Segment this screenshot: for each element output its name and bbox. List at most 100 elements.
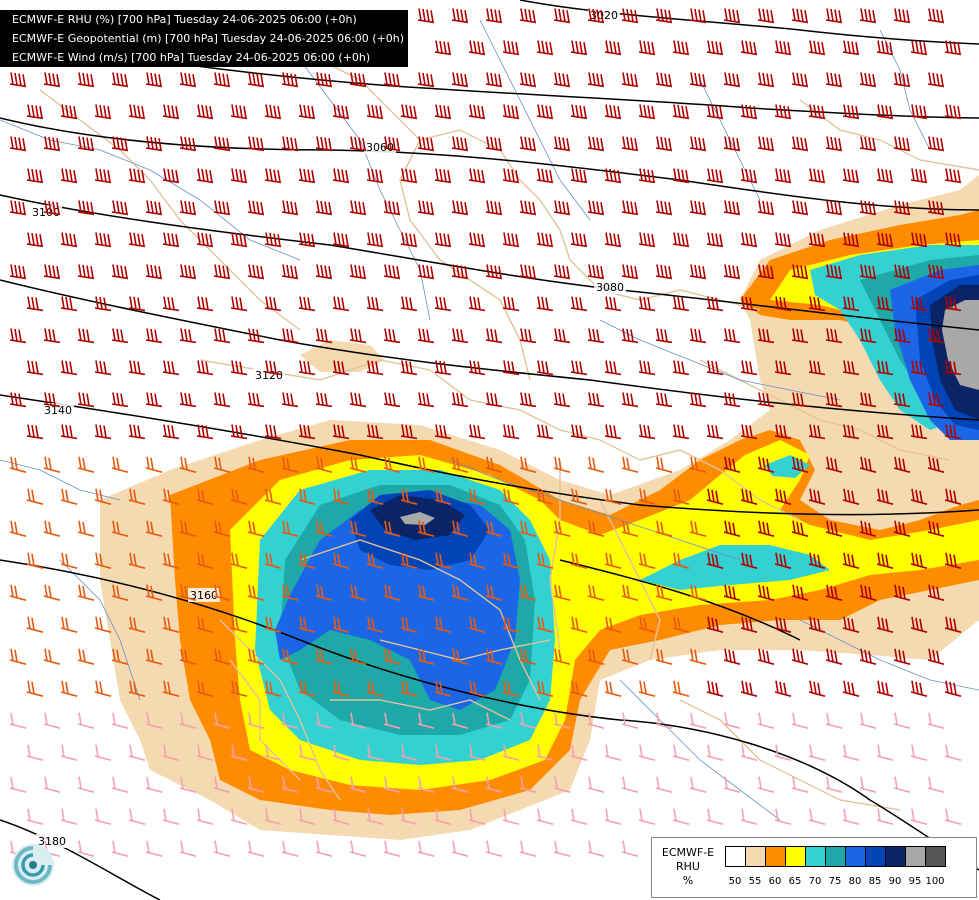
wind-barb xyxy=(655,328,673,344)
wind-barb xyxy=(315,136,333,152)
wind-barb xyxy=(366,616,384,633)
wind-barb xyxy=(689,136,707,152)
wind-barb xyxy=(825,456,843,473)
wind-barb xyxy=(536,616,554,633)
wind-barb xyxy=(468,296,486,312)
wind-barb xyxy=(417,392,435,408)
wind-barb xyxy=(740,616,758,633)
wind-barb xyxy=(468,168,486,184)
wind-barb xyxy=(842,552,860,569)
wind-barb xyxy=(230,360,248,376)
wind-barb xyxy=(179,712,197,729)
wind-barb xyxy=(536,296,554,312)
wind-barb xyxy=(26,744,44,761)
wind-barb xyxy=(774,296,792,312)
wind-barb xyxy=(400,168,418,184)
wind-barb xyxy=(60,680,78,697)
wind-barb xyxy=(213,72,231,88)
wind-barb xyxy=(757,392,775,408)
wind-barb xyxy=(655,200,673,216)
legend-swatch xyxy=(745,846,766,867)
wind-barb xyxy=(213,776,231,793)
wind-barb xyxy=(502,104,520,120)
wind-barb xyxy=(808,488,826,505)
wind-barb xyxy=(859,456,877,473)
wind-barb xyxy=(145,776,163,793)
wind-barb xyxy=(332,104,350,120)
wind-barb xyxy=(468,232,486,248)
wind-barb xyxy=(723,72,741,88)
wind-barb xyxy=(706,424,724,440)
wind-barb xyxy=(434,104,452,120)
wind-barb xyxy=(842,296,860,312)
ecmwf-swirl-logo-icon xyxy=(12,844,54,886)
wind-barb xyxy=(196,488,214,505)
wind-barb xyxy=(689,8,707,24)
wind-barb xyxy=(944,424,962,440)
wind-barb xyxy=(26,296,44,312)
wind-barb xyxy=(26,360,44,376)
wind-barb xyxy=(672,744,690,761)
wind-barb xyxy=(43,712,61,729)
wind-barb xyxy=(842,680,860,697)
wind-barb xyxy=(808,616,826,633)
wind-barb xyxy=(502,424,520,440)
wind-barb xyxy=(553,456,571,473)
wind-barb xyxy=(876,744,894,761)
title-line-wind: ECMWF-E Wind (m/s) [700 hPa] Tuesday 24-… xyxy=(12,51,371,64)
wind-barb xyxy=(349,72,367,88)
wind-barb xyxy=(332,296,350,312)
wind-barb xyxy=(604,40,622,56)
wind-barb xyxy=(94,552,112,569)
legend-title: ECMWF-E RHU % xyxy=(652,846,724,888)
wind-barb xyxy=(400,232,418,248)
wind-barb xyxy=(553,8,571,24)
wind-barb xyxy=(672,680,690,697)
wind-barb xyxy=(9,136,27,152)
wind-barb xyxy=(740,424,758,440)
wind-barb xyxy=(876,680,894,697)
wind-barb xyxy=(349,584,367,601)
wind-barb xyxy=(519,520,537,537)
wind-barb xyxy=(145,456,163,473)
wind-barb xyxy=(621,136,639,152)
wind-barb xyxy=(26,232,44,248)
wind-barb xyxy=(502,40,520,56)
wind-barb xyxy=(281,776,299,793)
wind-barb xyxy=(247,712,265,729)
wind-barb xyxy=(774,424,792,440)
wind-barb xyxy=(383,136,401,152)
wind-barb xyxy=(162,104,180,120)
legend-swatch xyxy=(845,846,866,867)
wind-barb xyxy=(757,200,775,216)
wind-barb xyxy=(859,328,877,344)
wind-barb xyxy=(247,776,265,793)
wind-barb xyxy=(519,648,537,665)
wind-barb xyxy=(587,584,605,601)
wind-barb xyxy=(26,488,44,505)
legend-swatch xyxy=(825,846,846,867)
wind-barb xyxy=(43,200,61,216)
wind-barb xyxy=(264,360,282,376)
wind-barb xyxy=(927,8,945,24)
wind-barb xyxy=(400,808,418,825)
wind-barb xyxy=(434,168,452,184)
legend-tick-label: 100 xyxy=(925,876,945,887)
wind-barb xyxy=(757,8,775,24)
wind-barb xyxy=(417,328,435,344)
wind-barb xyxy=(366,360,384,376)
wind-barb xyxy=(451,520,469,537)
legend-tick-label: 55 xyxy=(748,876,762,887)
wind-barb xyxy=(451,584,469,601)
wind-barb xyxy=(859,520,877,537)
wind-barb xyxy=(451,264,469,280)
wind-barb xyxy=(689,72,707,88)
wind-barb xyxy=(349,456,367,473)
wind-barb xyxy=(876,488,894,505)
wind-barb xyxy=(621,328,639,344)
legend-tick-label: 90 xyxy=(888,876,902,887)
wind-barb xyxy=(162,488,180,505)
wind-barb xyxy=(740,744,758,761)
wind-barb xyxy=(485,8,503,24)
contour-3160 xyxy=(0,819,161,900)
